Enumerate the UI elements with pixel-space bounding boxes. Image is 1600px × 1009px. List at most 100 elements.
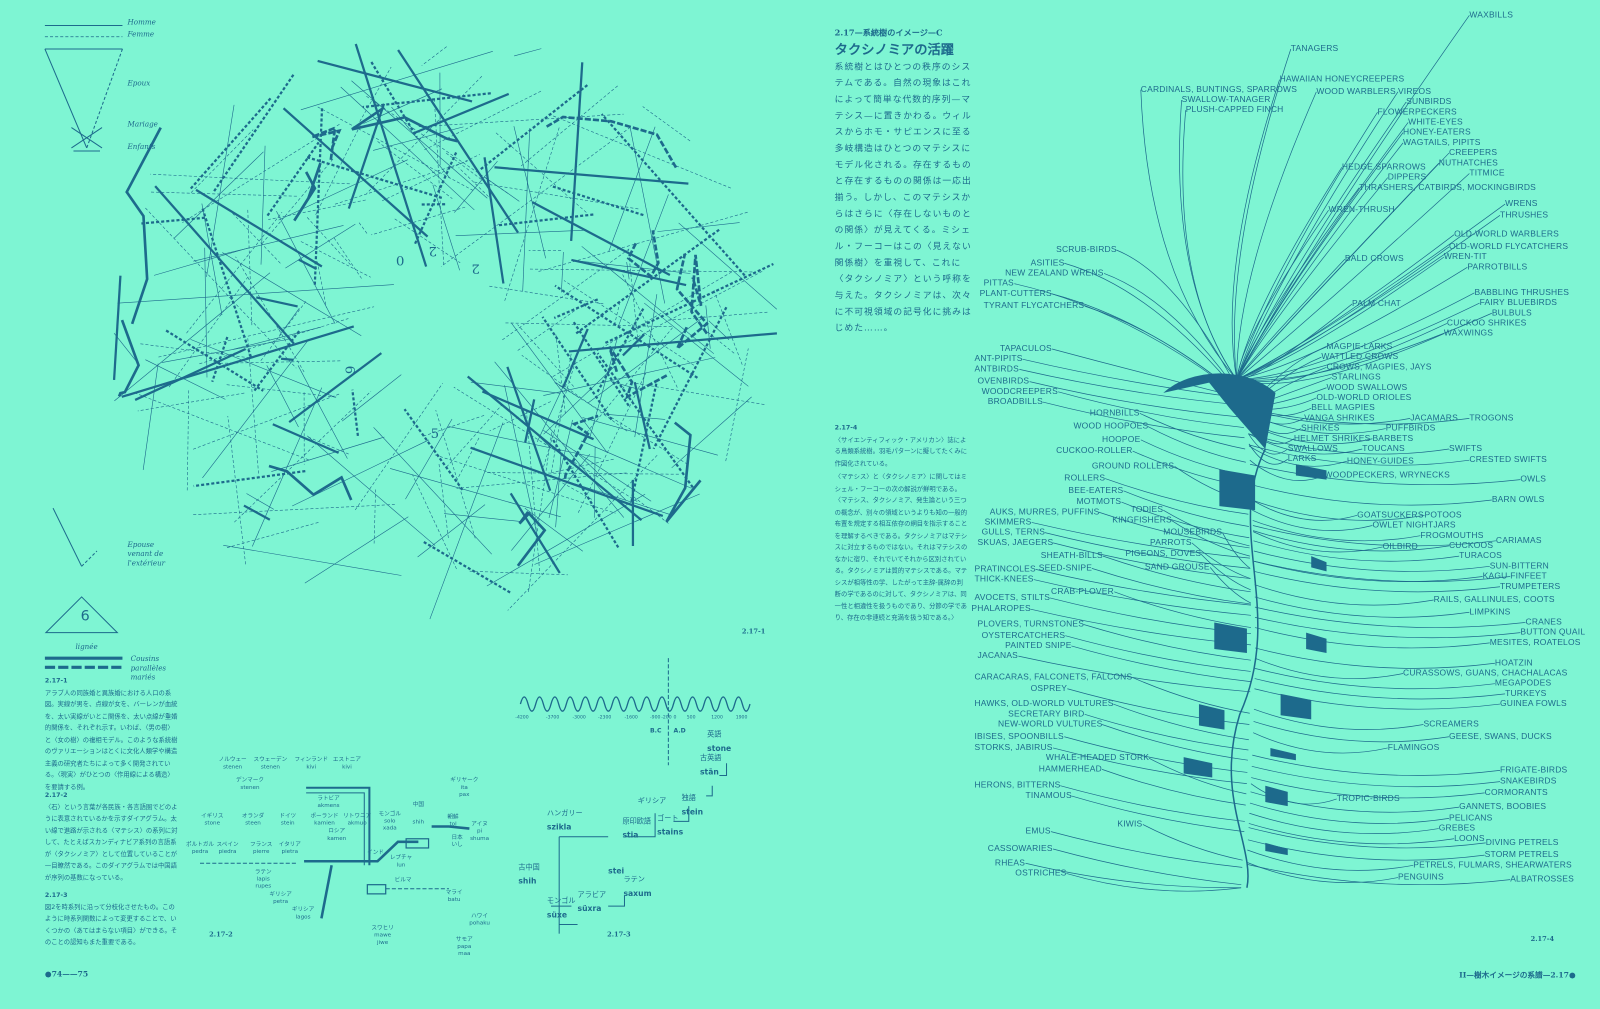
timeline-tick: -900 — [649, 715, 661, 721]
network-edge — [280, 357, 294, 361]
timeline-tick: 500 — [686, 715, 696, 721]
bird-family-label: HAWAIIAN HONEYCREEPERS — [1279, 73, 1405, 84]
bird-family-label: WHITE-EYES — [1408, 116, 1463, 127]
network-edge — [438, 464, 449, 539]
network-number: 2 — [471, 260, 480, 276]
bird-family-label: WATTLED CROWS — [1321, 351, 1399, 362]
figure-label-4: 2.17-4 — [1530, 934, 1555, 943]
network-edge — [514, 48, 542, 57]
bird-branch — [1254, 596, 1470, 618]
foucault-quote: 〈マテシス〉と〈タクシノミア〉に関してはミシェル・フーコーの次の解説が鮮明である… — [834, 473, 968, 622]
legend-mariage: Mariage — [127, 120, 158, 129]
bird-branch — [1236, 163, 1440, 380]
network-edge — [571, 258, 687, 287]
network-edge — [642, 106, 691, 142]
network-edge — [153, 247, 249, 276]
timeline-language: 独語 — [681, 793, 696, 803]
bird-family-label: PIGEONS, DOVES — [1125, 547, 1202, 559]
bird-branch — [1058, 391, 1244, 428]
bird-branch — [1191, 542, 1251, 579]
network-edge — [190, 129, 254, 193]
bird-branch — [1253, 732, 1388, 754]
bird-branch — [1251, 499, 1358, 521]
lignee-triangle — [44, 596, 119, 634]
bird-family-label: LOONS — [1454, 832, 1485, 843]
bird-family-label: KAGU — [1482, 570, 1508, 581]
bird-family-label: HONEY-EATERS — [1403, 126, 1471, 137]
bird-family-label: HORNBILLS — [1089, 407, 1140, 418]
language-node: ギリヤーク ita pax — [450, 777, 479, 798]
bird-branch — [1067, 688, 1250, 725]
network-edge — [333, 237, 363, 280]
network-edge — [423, 90, 542, 151]
network-lineage-path — [516, 511, 547, 567]
bird-family-label: BARN OWLS — [1491, 493, 1545, 505]
bird-family-label: GULLS, TERNS — [981, 526, 1046, 537]
bird-family-label: IBISES, SPOONBILLS — [974, 730, 1064, 741]
network-edge — [272, 423, 340, 454]
language-node: 朝鮮 tol — [447, 814, 459, 828]
bird-branch — [1101, 769, 1246, 806]
network-edge — [235, 256, 305, 373]
timeline-wave — [519, 696, 751, 712]
bird-family-label: BULBULS — [1491, 307, 1532, 318]
network-edge — [444, 513, 522, 522]
network-edge — [232, 326, 322, 350]
bird-family-label: SWALLOW-TANAGER — [1181, 93, 1271, 105]
network-edge — [440, 126, 631, 267]
network-edge — [541, 361, 576, 472]
bird-branch — [1236, 312, 1492, 381]
timeline-language: 英語 — [707, 730, 722, 739]
bird-family-label: PARROTS — [1149, 536, 1192, 547]
bird-family-label: CUCKOO-ROLLER — [1056, 444, 1133, 456]
bird-family-label: WREN-TIT — [1443, 251, 1487, 262]
bird-family-label: OWLS — [1520, 473, 1547, 484]
bird-branch — [1255, 627, 1490, 649]
bird-family-label: PLANT-CUTTERS — [979, 287, 1052, 298]
bird-family-label: WOOD WARBLERS — [1316, 85, 1396, 96]
bird-family-label: POTOOS — [1424, 509, 1462, 520]
bird-family-label: OLD-WORLD FLYCATCHERS — [1448, 240, 1569, 252]
bird-family-label: SCREAMERS — [1423, 718, 1479, 729]
language-node: イタリア pietra — [278, 841, 301, 856]
network-lineage-path — [690, 254, 709, 335]
network-edge — [543, 429, 652, 502]
bird-family-label: OWLET NIGHTJARS — [1372, 519, 1456, 530]
bird-branch — [1123, 490, 1249, 527]
network-edge — [373, 427, 492, 555]
timeline-arrow — [608, 895, 625, 907]
bird-family-label: NEW-WORLD VULTURES — [997, 718, 1103, 729]
network-edge — [192, 393, 340, 450]
bird-family-label: BELL MAGPIES — [1311, 402, 1375, 413]
bird-branch — [1052, 747, 1247, 785]
network-edge — [359, 66, 392, 122]
network-edge — [506, 366, 552, 492]
network-edge — [627, 248, 639, 348]
bird-branch — [1121, 501, 1250, 539]
network-edge — [629, 125, 666, 304]
network-edge — [145, 359, 226, 400]
caption-text: 図2を時系列に沿って分枝化させたもの。このように時系列関数によって変更することで… — [44, 903, 178, 946]
network-edge — [432, 184, 460, 271]
network-lineage-path — [268, 464, 353, 501]
network-edge — [365, 95, 508, 194]
language-node: エストニア kivi — [332, 757, 361, 771]
feather-block — [1198, 704, 1225, 730]
bird-branch — [1254, 616, 1521, 639]
bird-branch — [1022, 358, 1243, 399]
legend-epouse-line — [81, 550, 98, 567]
bird-family-label: FLOWERPECKERS — [1377, 106, 1457, 117]
language-node: マライ batu — [445, 889, 463, 904]
language-node: shih — [412, 819, 425, 826]
network-edge — [145, 207, 297, 369]
language-node: モンゴル solo xada — [378, 811, 402, 832]
bird-branch — [1252, 525, 1496, 547]
timeline-word: süxra — [577, 904, 602, 914]
network-edge — [600, 113, 746, 277]
bird-family-label: WAXBILLS — [1469, 9, 1514, 20]
caption-2-17-2: 2.17-2 〈石〉という言葉が各民族・各言語圏でどのように表意されているかを示す… — [45, 790, 180, 884]
bird-branch — [1139, 412, 1246, 450]
timeline-tick: -1600 — [624, 715, 638, 721]
network-edge — [341, 374, 402, 422]
timeline-word: stān — [699, 767, 719, 777]
